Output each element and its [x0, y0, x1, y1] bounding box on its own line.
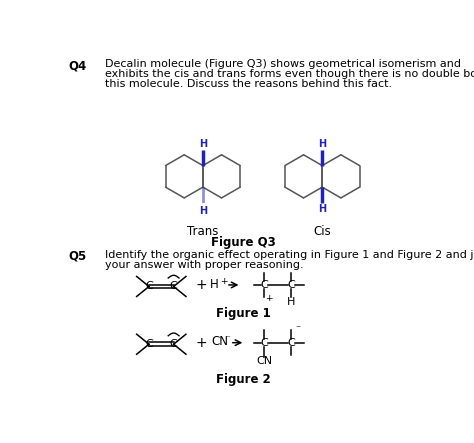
Text: Cis: Cis	[313, 225, 331, 238]
Text: Identify the organic effect operating in Figure 1 and Figure 2 and justify: Identify the organic effect operating in…	[105, 249, 474, 260]
Text: +: +	[220, 276, 228, 286]
Text: Q5: Q5	[68, 249, 86, 263]
Text: ⁻: ⁻	[225, 334, 230, 343]
Text: C: C	[261, 280, 268, 290]
Text: this molecule. Discuss the reasons behind this fact.: this molecule. Discuss the reasons behin…	[105, 79, 392, 89]
Text: H: H	[318, 204, 326, 214]
Text: H: H	[210, 278, 219, 291]
Text: +: +	[196, 336, 207, 350]
Text: Decalin molecule (Figure Q3) shows geometrical isomerism and: Decalin molecule (Figure Q3) shows geome…	[105, 59, 461, 69]
Text: H: H	[287, 297, 296, 307]
Text: CN: CN	[256, 356, 273, 366]
Text: H: H	[318, 139, 326, 149]
Text: +: +	[264, 294, 272, 303]
Text: C: C	[170, 339, 177, 349]
Text: ⁻: ⁻	[295, 324, 300, 334]
Text: C: C	[145, 281, 153, 291]
Text: Figure 1: Figure 1	[216, 307, 270, 320]
Text: C: C	[288, 280, 295, 290]
Text: Q4: Q4	[68, 59, 86, 72]
Text: Figure Q3: Figure Q3	[210, 237, 275, 249]
Text: C: C	[288, 338, 295, 348]
Text: C: C	[170, 281, 177, 291]
Text: Trans: Trans	[187, 225, 219, 238]
Text: C: C	[261, 338, 268, 348]
Text: Figure 2: Figure 2	[216, 373, 270, 386]
Text: CN: CN	[211, 335, 228, 348]
Text: exhibits the cis and trans forms even though there is no double bond in: exhibits the cis and trans forms even th…	[105, 70, 474, 79]
Text: C: C	[145, 339, 153, 349]
Text: your answer with proper reasoning.: your answer with proper reasoning.	[105, 260, 304, 269]
Text: H: H	[199, 206, 207, 216]
Text: +: +	[196, 278, 207, 292]
Text: H: H	[199, 139, 207, 149]
